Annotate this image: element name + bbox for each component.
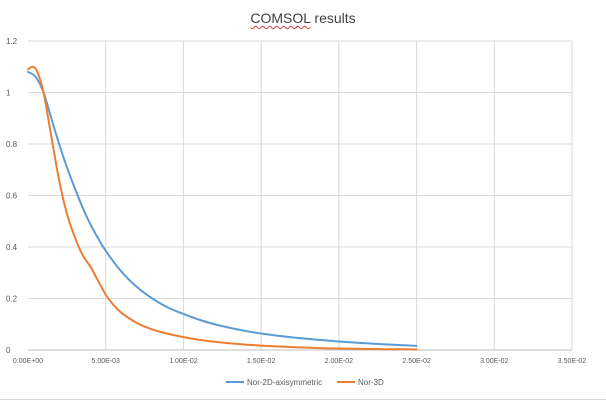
chart-title: COMSOL results <box>0 10 606 26</box>
chart-title-main: COMSOL <box>250 10 311 26</box>
x-tick-label: 5.00E-03 <box>92 358 121 365</box>
y-tick-label: 0.8 <box>6 140 18 149</box>
y-tick-label: 0.2 <box>6 295 18 304</box>
x-tick-label: 0.00E+00 <box>13 358 43 365</box>
x-tick-label: 3.00E-02 <box>480 358 509 365</box>
series-line-1 <box>27 70 418 347</box>
y-tick-label: 1 <box>6 89 11 98</box>
bottom-divider <box>0 399 606 400</box>
legend-label-2: Nor-3D <box>358 378 384 387</box>
y-tick-label: 0.4 <box>6 243 18 252</box>
y-tick-label: 0 <box>6 346 11 355</box>
legend-label-1: Nor-2D-axisymmetric <box>247 378 322 387</box>
x-tick-label: 3.50E-02 <box>558 358 587 365</box>
x-tick-label: 1.00E-02 <box>169 358 198 365</box>
x-tick-label: 1.50E-02 <box>247 358 276 365</box>
chart-title-rest: results <box>310 10 356 26</box>
series-line-2 <box>27 65 418 351</box>
x-tick-label: 2.00E-02 <box>325 358 354 365</box>
y-tick-label: 1.2 <box>6 37 18 46</box>
y-tick-label: 0.6 <box>6 192 18 201</box>
x-tick-label: 2.50E-02 <box>402 358 431 365</box>
